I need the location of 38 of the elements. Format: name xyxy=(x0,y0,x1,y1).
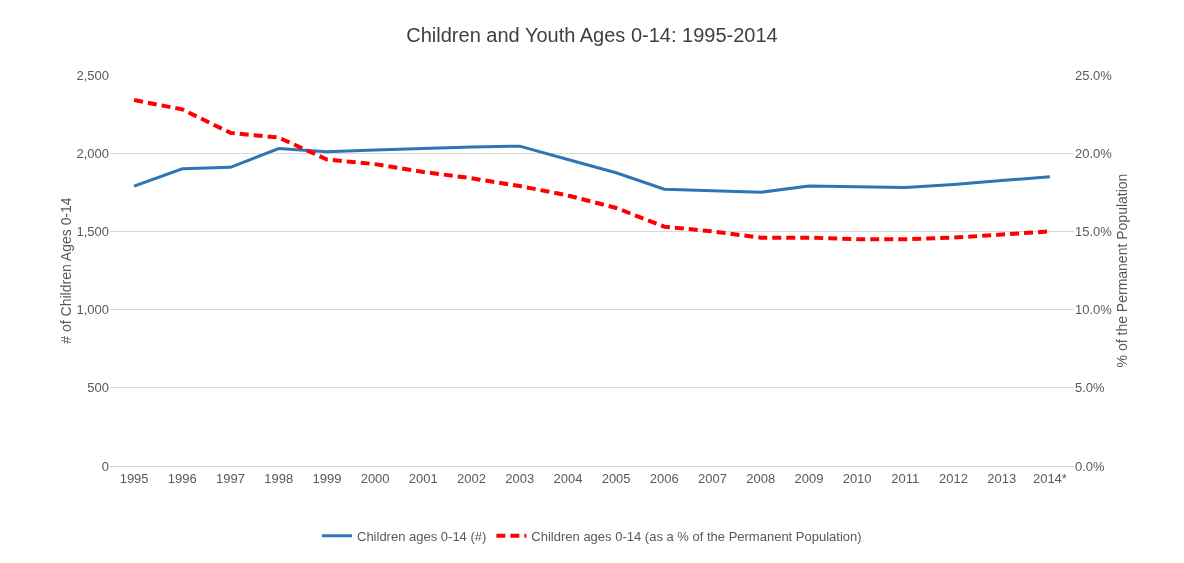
x-tick-label: 2013 xyxy=(987,470,1017,486)
legend-label: Children ages 0-14 (#) xyxy=(357,528,487,544)
y2-axis-title: % of the Permanent Population xyxy=(1114,173,1131,368)
y2-tick-label: 5.0% xyxy=(1075,380,1106,396)
x-tick-label: 2014* xyxy=(1032,470,1067,486)
y-tick-label: 1,000 xyxy=(76,302,109,318)
x-tick-label: 1995 xyxy=(119,470,149,486)
x-tick-label: 2008 xyxy=(746,470,776,486)
x-tick-label: 1996 xyxy=(167,470,197,486)
y2-tick-label: 10.0% xyxy=(1075,302,1113,318)
y2-tick-label: 25.0% xyxy=(1075,67,1113,83)
x-tick-label: 1998 xyxy=(264,470,294,486)
x-tick-label: 2005 xyxy=(601,470,631,486)
y-tick-label: 2,500 xyxy=(76,67,109,83)
x-tick-label: 2001 xyxy=(408,470,438,486)
x-tick-label: 2010 xyxy=(842,470,872,486)
y-tick-label: 2,000 xyxy=(76,145,109,161)
x-tick-label: 2004 xyxy=(553,470,583,486)
legend-label: Children ages 0-14 (as a % of the Permanent Population) xyxy=(531,528,862,544)
x-tick-label: 1997 xyxy=(216,470,245,486)
y2-tick-label: 15.0% xyxy=(1075,223,1113,239)
y-tick-label: 0 xyxy=(101,458,109,474)
x-tick-label: 2009 xyxy=(794,470,824,486)
x-tick-label: 2012 xyxy=(939,470,968,486)
y-tick-label: 500 xyxy=(87,380,109,396)
y2-tick-label: 0.0% xyxy=(1075,458,1106,474)
x-tick-label: 2011 xyxy=(891,470,920,486)
y-axis-title: # of Children Ages 0-14 xyxy=(58,197,75,344)
x-tick-label: 2002 xyxy=(457,470,486,486)
x-tick-label: 2000 xyxy=(360,470,390,486)
line-series xyxy=(132,144,1052,194)
x-tick-label: 1999 xyxy=(312,470,342,486)
y-tick-label: 1,500 xyxy=(76,223,109,239)
x-tick-label: 2003 xyxy=(505,470,535,486)
chart-title: Children and Youth Ages 0-14: 1995-2014 xyxy=(406,24,778,47)
x-tick-label: 2007 xyxy=(698,470,727,486)
y2-tick-label: 20.0% xyxy=(1075,145,1113,161)
x-tick-label: 2006 xyxy=(649,470,679,486)
